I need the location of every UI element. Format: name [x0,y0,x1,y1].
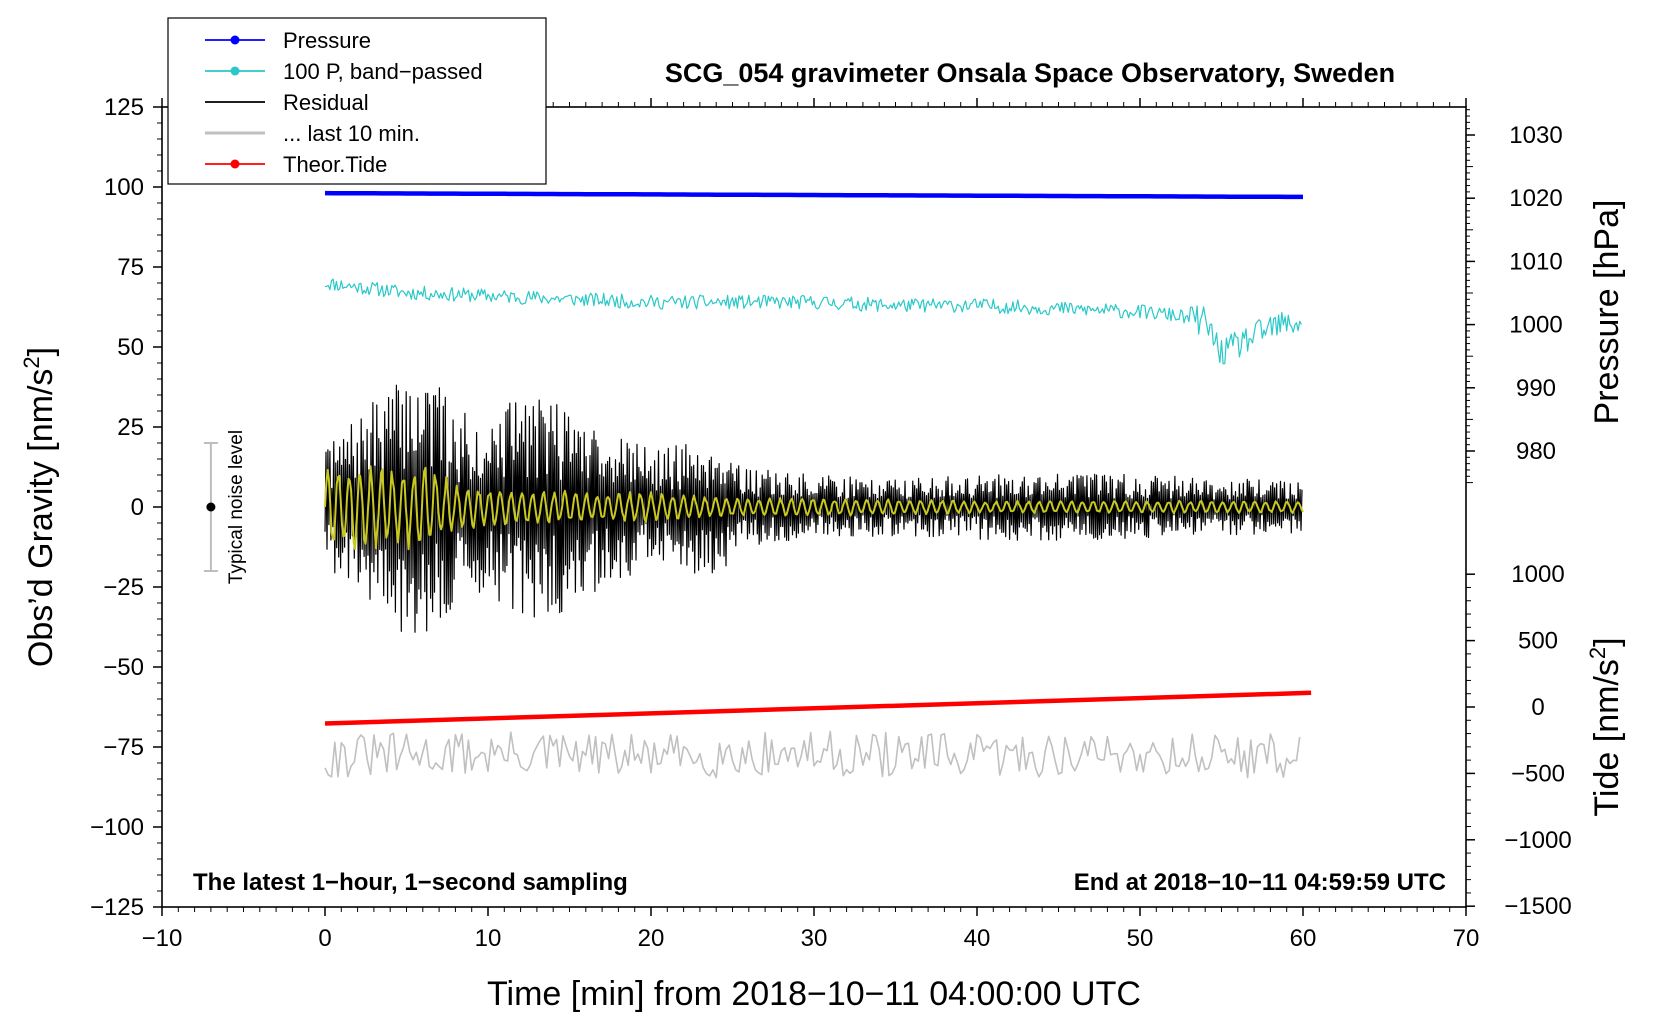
pressure-tick-label: 980 [1516,438,1556,465]
noise-label: Typical noise level [226,430,247,584]
legend-box [167,17,547,185]
legend-swatch-dot [230,35,240,45]
y-tick-label: −75 [103,734,144,761]
tide-tick-label: −1000 [1504,827,1571,854]
legend: Pressure 100 P, band−passed Residual ... la… [167,17,547,185]
tide-axis-title-close: ] [1588,637,1626,646]
tide-line [324,690,1312,726]
tide-axis-title: Tide [nm/s2] [1585,637,1626,816]
bandpassed-pressure-line [324,278,1302,365]
x-tick-label: −10 [142,925,183,952]
tide-tick-label: 1000 [1511,561,1564,588]
y-tick-label: 50 [117,334,144,361]
x-tick-label: 70 [1453,925,1480,952]
smoothed-residual-line [324,465,1304,551]
last-10-min-line [324,730,1301,779]
y-tick-label: 100 [104,174,144,201]
y-tick-label: 0 [131,494,144,521]
pressure-tick-label: 990 [1516,375,1556,402]
pressure-tick-label: 1010 [1509,248,1562,275]
chart-title: SCG_054 gravimeter Onsala Space Observat… [665,58,1395,88]
legend-label: Theor.Tide [283,152,387,177]
y-axis-title: Obs’d Gravity [nm/s2] [19,347,60,667]
x-tick-label: 10 [475,925,502,952]
legend-label: 100 P, band−passed [283,59,483,84]
x-tick-label: 40 [964,925,991,952]
y-tick-label: −25 [103,574,144,601]
y-tick-label: 75 [117,254,144,281]
legend-label: Residual [283,90,369,115]
x-axis-title: Time [min] from 2018−10−11 04:00:00 UTC [487,975,1141,1013]
x-tick-label: 0 [318,925,331,952]
pressure-tick-label: 1030 [1509,122,1562,149]
y-axis-title-close: ] [22,347,60,356]
x-tick-label: 50 [1127,925,1154,952]
y-tick-label: 125 [104,94,144,121]
tide-axis-title-main: Tide [nm/s [1588,659,1626,816]
legend-swatch-dot [230,159,240,169]
tide-tick-label: −500 [1511,760,1565,787]
x-tick-label: 30 [801,925,828,952]
y-tick-label: 25 [117,414,144,441]
y-tick-label: −50 [103,654,144,681]
pressure-axis-ticks: 980 990 1000 1010 1020 1030 [1466,109,1563,484]
pressure-tick-label: 1020 [1509,185,1562,212]
legend-entries: Pressure 100 P, band−passed Residual ... la… [205,28,483,177]
tide-tick-label: −1500 [1504,893,1571,920]
pressure-line [324,190,1303,200]
y-axis-title-sup: 2 [19,356,44,368]
note-right: End at 2018−10−11 04:59:59 UTC [1074,869,1446,896]
noise-center-dot [206,502,216,512]
y-tick-label: −125 [90,894,144,921]
x-tick-label: 60 [1290,925,1317,952]
tide-axis-title-sup: 2 [1585,647,1610,659]
tide-tick-label: 500 [1518,628,1558,655]
series-layer [324,190,1312,779]
legend-label: ... last 10 min. [283,121,420,146]
tide-axis-ticks: −1500 −1000 −500 0 500 1000 [1466,561,1572,920]
pressure-tick-label: 1000 [1509,312,1562,339]
legend-label: Pressure [283,28,371,53]
x-tick-label: 20 [638,925,665,952]
y-axis-ticks: −125 −100 −75 −50 −25 0 25 50 75 100 125 [90,94,162,921]
typical-noise-level: Typical noise level [203,430,247,584]
tide-tick-label: 0 [1531,694,1544,721]
y-axis-title-main: Obs’d Gravity [nm/s [22,369,60,668]
pressure-axis-title: Pressure [hPa] [1588,200,1626,425]
legend-swatch-dot [230,66,240,76]
y-tick-label: −100 [90,814,144,841]
note-left: The latest 1−hour, 1−second sampling [193,869,628,896]
x-axis-ticks: −10 0 10 20 30 40 50 60 70 [142,98,1480,952]
